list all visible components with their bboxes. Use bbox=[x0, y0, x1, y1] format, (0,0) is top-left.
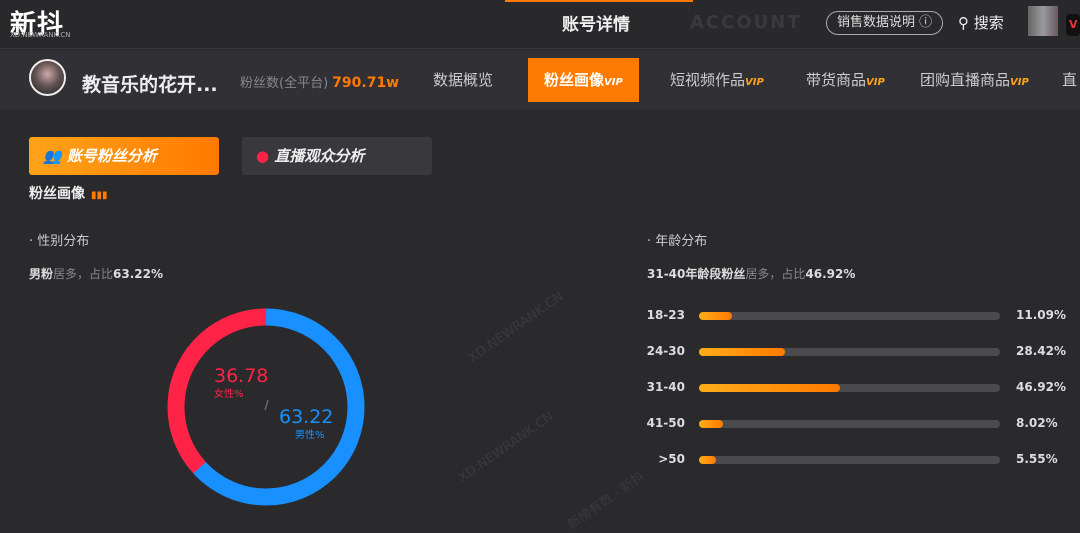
logo-subtitle: XD.NEWRANK.CN bbox=[10, 31, 71, 39]
age-row: 41-50 8.02% bbox=[640, 414, 1080, 434]
male-label: 男性% bbox=[295, 430, 325, 441]
tab-label: 数据概览 bbox=[433, 71, 494, 89]
age-row: 31-40 46.92% bbox=[640, 378, 1080, 398]
search-label: 搜索 bbox=[973, 14, 1004, 32]
account-name: 教音乐的花开... bbox=[82, 74, 218, 96]
tab-label: 带货商品 bbox=[806, 71, 867, 89]
age-label: >50 bbox=[658, 452, 685, 466]
age-bar-fill bbox=[699, 456, 716, 464]
age-value: 8.02% bbox=[1016, 416, 1058, 430]
female-slice bbox=[167, 308, 365, 506]
sales-data-explain-button[interactable]: 销售数据说明 ⓘ bbox=[826, 11, 944, 35]
tab-overview[interactable]: 数据概览 bbox=[433, 58, 493, 102]
divider-mark bbox=[264, 399, 269, 411]
summary-value: 46.92% bbox=[805, 267, 856, 281]
user-avatar[interactable] bbox=[1028, 6, 1058, 36]
summary-highlight: 男粉 bbox=[29, 267, 54, 281]
user-icon: ● bbox=[256, 147, 270, 165]
top-bar bbox=[0, 0, 1080, 49]
age-label: 41-50 bbox=[646, 416, 685, 430]
logo[interactable]: 新抖 bbox=[10, 10, 65, 40]
age-bar-fill bbox=[699, 312, 733, 320]
explain-label: 销售数据说明 bbox=[837, 15, 916, 30]
watermark: XD.NEWRANK.CN bbox=[465, 289, 567, 366]
age-bar-fill bbox=[699, 384, 841, 392]
watermark: 新榜有数 · 新抖 bbox=[565, 469, 648, 533]
age-bar-fill bbox=[699, 348, 785, 356]
help-icon: ⓘ bbox=[919, 15, 933, 30]
account-avatar bbox=[29, 59, 66, 96]
age-value: 5.55% bbox=[1016, 452, 1058, 466]
tab-fan-profile[interactable]: 粉丝画像VIP bbox=[528, 58, 639, 102]
age-bar-track bbox=[699, 312, 1000, 320]
button-label: 直播观众分析 bbox=[274, 147, 365, 165]
title-accent bbox=[505, 0, 693, 2]
tab-label: 短视频作品 bbox=[670, 71, 746, 89]
page-title: 账号详情 bbox=[562, 15, 630, 35]
fans-label: 粉丝数(全平台) bbox=[240, 76, 329, 91]
tab-label: 团购直播商品 bbox=[920, 71, 1011, 89]
summary-value: 63.22% bbox=[113, 267, 164, 281]
decor-icon: ▮▮▮ bbox=[91, 190, 108, 201]
summary-text: 居多，占比 bbox=[745, 267, 806, 281]
vip-tag: VIP bbox=[866, 77, 885, 88]
search-button[interactable]: ⚲ 搜索 bbox=[958, 12, 1004, 33]
button-label: 账号粉丝分析 bbox=[66, 147, 157, 165]
heading-text: 年龄分布 bbox=[655, 234, 708, 249]
tab-group-live-products[interactable]: 团购直播商品VIP bbox=[920, 58, 1029, 102]
age-bar-fill bbox=[699, 420, 724, 428]
age-row: 18-23 11.09% bbox=[640, 306, 1080, 326]
age-label: 24-30 bbox=[646, 344, 685, 358]
watermark: XD.NEWRANK.CN bbox=[455, 409, 557, 486]
ghost-title: ACCOUNT bbox=[690, 12, 802, 33]
age-value: 28.42% bbox=[1016, 344, 1066, 358]
age-value: 46.92% bbox=[1016, 380, 1066, 394]
vip-tag: VIP bbox=[604, 77, 623, 88]
age-label: 18-23 bbox=[646, 308, 685, 322]
female-value: 36.78 bbox=[214, 365, 269, 387]
vip-tag: VIP bbox=[745, 77, 764, 88]
tab-live[interactable]: 直 bbox=[1062, 58, 1077, 102]
tab-products[interactable]: 带货商品VIP bbox=[806, 58, 885, 102]
age-row: >50 5.55% bbox=[640, 450, 1080, 470]
search-icon: ⚲ bbox=[958, 14, 969, 32]
gender-summary: 男粉居多，占比63.22% bbox=[29, 265, 163, 282]
summary-text: 居多，占比 bbox=[53, 267, 114, 281]
age-summary: 31-40年龄段粉丝居多，占比46.92% bbox=[647, 265, 855, 282]
male-value: 63.22 bbox=[279, 406, 334, 428]
age-row: 24-30 28.42% bbox=[640, 342, 1080, 362]
tab-label: 粉丝画像 bbox=[544, 71, 605, 89]
gender-heading: · 性别分布 bbox=[29, 234, 90, 249]
fans-count: 粉丝数(全平台) 790.71w bbox=[240, 72, 399, 91]
live-audience-analysis-button[interactable]: ● 直播观众分析 bbox=[242, 137, 432, 175]
users-icon: 👥 bbox=[43, 147, 62, 165]
section-title: 粉丝画像 ▮▮▮ bbox=[29, 183, 108, 203]
gender-donut-chart bbox=[167, 308, 365, 506]
summary-highlight: 31-40年龄段粉丝 bbox=[647, 267, 746, 281]
age-bar-track bbox=[699, 384, 1000, 392]
tab-short-videos[interactable]: 短视频作品VIP bbox=[670, 58, 764, 102]
female-label: 女性% bbox=[214, 389, 244, 400]
vip-badge[interactable]: V bbox=[1066, 14, 1080, 36]
age-bar-track bbox=[699, 456, 1000, 464]
age-bar-track bbox=[699, 420, 1000, 428]
heading-text: 性别分布 bbox=[37, 234, 90, 249]
vip-tag: VIP bbox=[1010, 77, 1029, 88]
tab-label: 直 bbox=[1062, 71, 1078, 89]
age-heading: · 年龄分布 bbox=[647, 234, 708, 249]
account-fans-analysis-button[interactable]: 👥 账号粉丝分析 bbox=[29, 137, 219, 175]
section-title-text: 粉丝画像 bbox=[29, 186, 85, 202]
fans-value: 790.71w bbox=[332, 75, 400, 91]
age-bar-track bbox=[699, 348, 1000, 356]
age-label: 31-40 bbox=[646, 380, 685, 394]
age-value: 11.09% bbox=[1016, 308, 1066, 322]
